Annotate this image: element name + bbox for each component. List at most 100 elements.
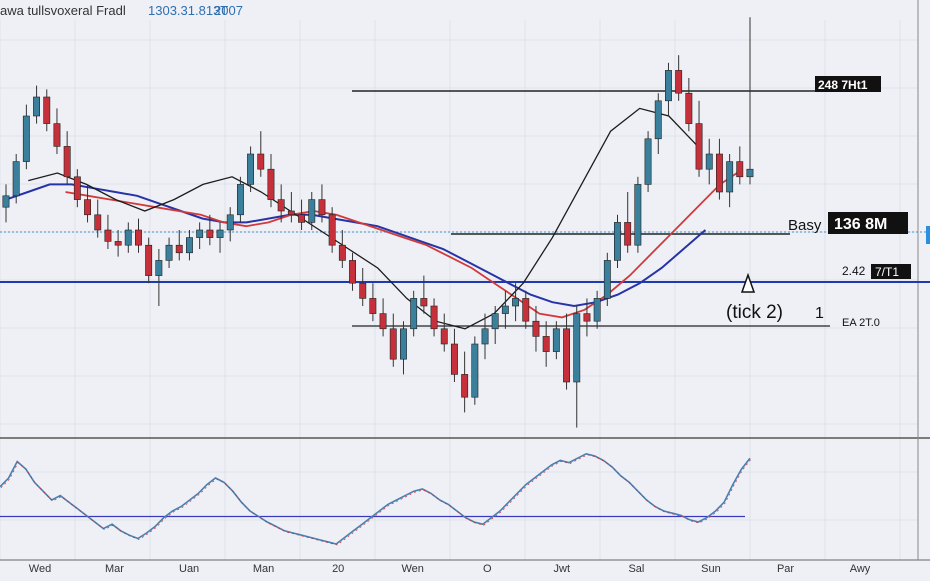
candle-body	[338, 244, 346, 261]
candle-body	[695, 123, 703, 170]
x-tick-label: Wen	[401, 563, 423, 575]
ma-red-line	[65, 168, 744, 319]
candle-body	[206, 229, 214, 238]
candle-body	[501, 305, 509, 314]
x-tick-label: Par	[777, 563, 794, 575]
candle-body	[450, 343, 458, 375]
candle-body	[471, 343, 479, 398]
x-tick-label: 20	[332, 563, 344, 575]
candle-body	[624, 222, 632, 246]
candle-body	[175, 244, 183, 254]
candle-body	[399, 328, 407, 360]
candle-body	[318, 199, 326, 216]
x-tick-label: Jwt	[554, 563, 571, 575]
candle-body	[613, 222, 621, 261]
candle-body	[22, 115, 30, 162]
candle-body	[512, 298, 520, 307]
x-tick-label: Sun	[701, 563, 721, 575]
candle-body	[94, 214, 102, 231]
candle-body	[461, 374, 469, 398]
candle-body	[603, 260, 611, 299]
candle-body	[53, 123, 61, 147]
candle-body	[186, 237, 193, 254]
side-tag-box	[871, 264, 911, 279]
chart-header-year: 2007	[214, 3, 243, 18]
candle-body	[73, 176, 81, 200]
candle-body	[573, 313, 581, 383]
candle-body	[685, 92, 693, 124]
candle-body	[43, 96, 51, 124]
candle-body	[277, 199, 285, 212]
candle-body	[430, 305, 438, 330]
candle-body	[216, 229, 224, 238]
side-tag-value: 2.42	[842, 264, 866, 278]
ma-blue-line	[5, 183, 707, 308]
candle-body	[664, 70, 672, 102]
basy-value: 136 8M	[834, 216, 887, 233]
candle-body	[104, 229, 112, 242]
candle-body	[114, 241, 122, 246]
chart-header-title: awa tullsvoxeral Fradl	[0, 3, 126, 18]
candle-body	[359, 282, 367, 299]
candle-body	[124, 229, 132, 246]
candle-body	[746, 168, 754, 178]
candle-body	[644, 138, 652, 185]
tick-arrow-icon	[740, 272, 756, 293]
basy-value-box	[828, 212, 908, 234]
candle-body	[145, 244, 153, 276]
candle-body	[715, 153, 723, 193]
x-tick-label: Sal	[628, 563, 644, 575]
moving-averages	[5, 107, 744, 330]
candle-body	[298, 214, 305, 223]
candle-body	[196, 229, 204, 238]
candle-body	[247, 153, 254, 185]
candlesticks	[2, 17, 754, 428]
x-tick-label: O	[483, 563, 492, 575]
candle-body	[726, 161, 734, 193]
side-tag-text: 7/T1	[875, 265, 899, 279]
tick-number: 1	[815, 305, 824, 322]
tick-label: (tick 2)	[726, 302, 783, 323]
candle-body	[654, 100, 662, 140]
candle-body	[237, 184, 244, 216]
candle-body	[563, 328, 571, 383]
candle-body	[155, 260, 163, 276]
candle-body	[267, 168, 275, 200]
candle-body	[2, 195, 10, 208]
price-tag-top-box	[815, 76, 881, 92]
candle-body	[12, 161, 20, 197]
candle-body	[634, 184, 642, 246]
x-tick-label: Wed	[29, 563, 51, 575]
chart-header-ticker: 1303.31.813T	[148, 3, 228, 18]
x-tick-label: Mar	[105, 563, 124, 575]
candle-body	[287, 210, 295, 216]
candle-body	[705, 153, 713, 170]
x-tick-label: Uan	[179, 563, 199, 575]
candle-body	[389, 328, 397, 360]
candle-body	[226, 214, 234, 231]
candle-body	[481, 328, 489, 345]
x-tick-label: Man	[253, 563, 274, 575]
candle-body	[135, 229, 142, 246]
candle-body	[379, 313, 387, 330]
candle-body	[593, 298, 601, 322]
oscillator-shadow-line	[0, 454, 752, 546]
candle-body	[33, 96, 41, 117]
candle-body	[328, 214, 336, 246]
candle-body	[583, 313, 591, 322]
bottom-tag: EA 2T.0	[842, 317, 880, 329]
candle-body	[491, 313, 499, 330]
candle-body	[410, 298, 418, 330]
basy-label: Basy	[788, 217, 822, 234]
oscillator-panel	[0, 452, 752, 546]
candle-body	[552, 328, 560, 352]
candle-body	[522, 298, 530, 322]
x-tick-label: Awy	[850, 563, 871, 575]
candle-body	[165, 244, 173, 261]
candle-body	[675, 70, 683, 94]
candle-body	[542, 336, 550, 352]
price-tag-top: 248 7Ht1	[818, 78, 868, 92]
candle-body	[440, 328, 448, 345]
